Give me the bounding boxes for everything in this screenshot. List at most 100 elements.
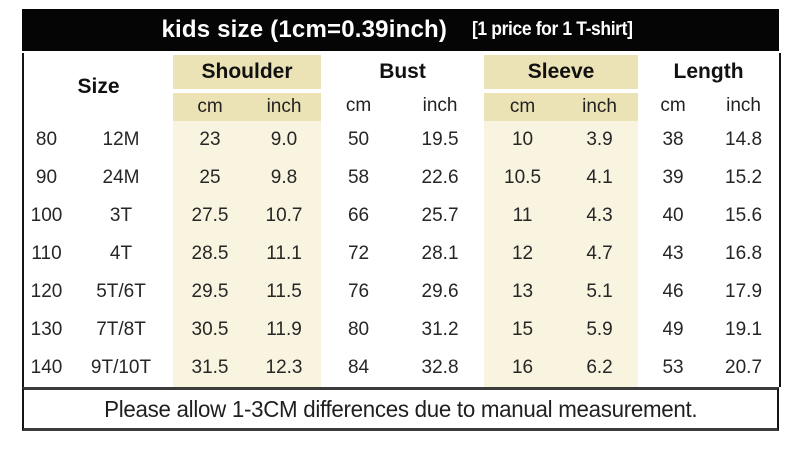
length-cm-cell: 43	[662, 243, 684, 264]
size-cm-cell: 100	[30, 205, 63, 226]
bust-inch-cell: 28.1	[421, 243, 459, 264]
length-inch-cell: 15.2	[725, 167, 763, 188]
table-row: 120 5T/6T 29.5 11.5 76 29.6 13 5.1 46 17.9	[23, 273, 780, 311]
bust-inch-cell: 19.5	[421, 129, 459, 150]
measurement-disclaimer-box: Please allow 1-3CM differences due to ma…	[22, 387, 779, 431]
length-inch-cell: 14.8	[725, 129, 763, 150]
shoulder-inch-cell: 9.8	[247, 159, 322, 197]
measurement-disclaimer-text: Please allow 1-3CM differences due to ma…	[103, 395, 698, 422]
size-cm-cell: 110	[31, 243, 62, 264]
bust-inch-cell: 32.8	[421, 357, 459, 378]
shoulder-cm-cell: 31.5	[173, 349, 247, 387]
size-age-cell: 7T/8T	[96, 319, 146, 340]
bust-cm-cell: 50	[347, 129, 370, 150]
sleeve-cm-cell: 12	[484, 235, 562, 273]
size-table: Size Shoulder Bust Sleeve Length cm inch…	[22, 51, 782, 387]
header-sleeve-inch: inch	[561, 89, 639, 121]
sleeve-cm-cell: 16	[484, 349, 562, 387]
header-bust-inch: inch	[422, 95, 458, 116]
length-inch-cell: 16.8	[725, 243, 763, 264]
price-note: [1 price for 1 T-shirt]	[472, 19, 633, 40]
bust-cm-cell: 84	[347, 357, 370, 378]
length-cm-cell: 38	[662, 129, 684, 150]
table-row: 140 9T/10T 31.5 12.3 84 32.8 16 6.2 53 20.7	[23, 349, 780, 387]
sleeve-inch-cell: 4.1	[561, 159, 639, 197]
header-row-units: cm inch cm inch cm inch cm inch	[23, 89, 780, 121]
shoulder-cm-cell: 29.5	[173, 273, 247, 311]
bust-cm-cell: 58	[347, 167, 370, 188]
shoulder-cm-cell: 23	[173, 121, 247, 159]
length-cm-cell: 39	[662, 167, 684, 188]
shoulder-inch-cell: 12.3	[247, 349, 322, 387]
sleeve-cm-cell: 13	[484, 273, 562, 311]
length-cm-cell: 53	[662, 357, 684, 378]
header-row-groups: Size Shoulder Bust Sleeve Length	[23, 51, 780, 98]
header-length: Length	[673, 60, 744, 83]
bust-inch-cell: 25.7	[421, 205, 459, 226]
sleeve-inch-cell: 5.1	[561, 273, 639, 311]
header-sleeve: Sleeve	[484, 51, 639, 91]
length-inch-cell: 19.1	[725, 319, 763, 340]
table-row: 130 7T/8T 30.5 11.9 80 31.2 15 5.9 49 19.1	[23, 311, 780, 349]
bust-inch-cell: 31.2	[421, 319, 459, 340]
size-age-cell: 9T/10T	[90, 357, 152, 378]
size-age-cell: 4T	[109, 243, 133, 264]
header-shoulder-cm: cm	[173, 89, 247, 121]
shoulder-inch-cell: 11.5	[247, 273, 322, 311]
table-row: 100 3T 27.5 10.7 66 25.7 11 4.3 40 15.6	[23, 197, 780, 235]
size-cm-cell: 90	[35, 167, 58, 188]
shoulder-inch-cell: 11.9	[247, 311, 322, 349]
length-cm-cell: 46	[662, 281, 684, 302]
bust-cm-cell: 72	[347, 243, 370, 264]
shoulder-cm-cell: 25	[173, 159, 247, 197]
size-cm-cell: 80	[35, 129, 58, 150]
size-age-cell: 12M	[102, 129, 140, 150]
sleeve-cm-cell: 15	[484, 311, 562, 349]
size-age-cell: 24M	[102, 167, 140, 188]
header-sleeve-cm: cm	[484, 89, 562, 121]
size-cm-cell: 140	[30, 357, 63, 378]
sleeve-inch-cell: 4.3	[561, 197, 639, 235]
shoulder-inch-cell: 11.1	[247, 235, 322, 273]
sleeve-inch-cell: 4.7	[561, 235, 639, 273]
sleeve-cm-cell: 10.5	[484, 159, 562, 197]
sleeve-inch-cell: 6.2	[561, 349, 639, 387]
size-age-cell: 3T	[109, 205, 133, 226]
size-chart-sheet: kids size (1cm=0.39inch) [1 price for 1 …	[22, 9, 782, 431]
bust-cm-cell: 80	[347, 319, 370, 340]
sleeve-inch-cell: 5.9	[561, 311, 639, 349]
header-bust: Bust	[379, 60, 426, 83]
size-cm-cell: 130	[30, 319, 63, 340]
length-inch-cell: 15.6	[725, 205, 763, 226]
table-row: 110 4T 28.5 11.1 72 28.1 12 4.7 43 16.8	[23, 235, 780, 273]
table-row: 90 24M 25 9.8 58 22.6 10.5 4.1 39 15.2	[23, 159, 780, 197]
shoulder-cm-cell: 27.5	[173, 197, 247, 235]
page-title: kids size (1cm=0.39inch)	[161, 16, 448, 43]
header-shoulder: Shoulder	[173, 51, 322, 91]
shoulder-inch-cell: 10.7	[247, 197, 322, 235]
bust-cm-cell: 66	[347, 205, 370, 226]
sleeve-cm-cell: 11	[484, 197, 562, 235]
shoulder-cm-cell: 28.5	[173, 235, 247, 273]
bust-inch-cell: 29.6	[421, 281, 459, 302]
shoulder-inch-cell: 9.0	[247, 121, 322, 159]
header-size: Size	[77, 75, 120, 98]
length-cm-cell: 40	[662, 205, 684, 226]
sleeve-inch-cell: 3.9	[561, 121, 639, 159]
bust-inch-cell: 22.6	[421, 167, 459, 188]
header-bust-cm: cm	[345, 95, 372, 116]
header-length-inch: inch	[726, 95, 761, 116]
table-row: 80 12M 23 9.0 50 19.5 10 3.9 38 14.8	[23, 121, 780, 159]
length-cm-cell: 49	[662, 319, 684, 340]
shoulder-cm-cell: 30.5	[173, 311, 247, 349]
bust-cm-cell: 76	[347, 281, 370, 302]
length-inch-cell: 17.9	[725, 281, 763, 302]
header-length-cm: cm	[660, 95, 686, 116]
sleeve-cm-cell: 10	[484, 121, 562, 159]
size-age-cell: 5T/6T	[96, 281, 146, 302]
header-shoulder-inch: inch	[247, 89, 322, 121]
size-cm-cell: 120	[30, 281, 63, 302]
length-inch-cell: 20.7	[725, 357, 763, 378]
title-bar: kids size (1cm=0.39inch) [1 price for 1 …	[22, 9, 779, 51]
